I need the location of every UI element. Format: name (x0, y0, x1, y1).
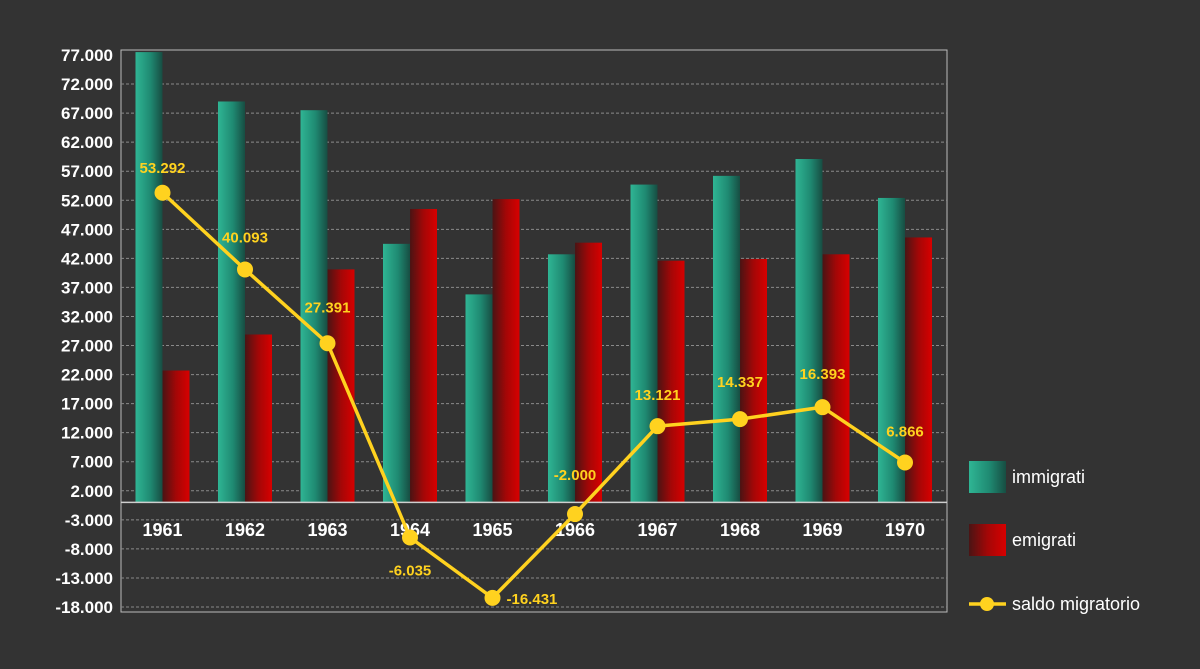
x-tick-label: 1965 (472, 520, 512, 540)
bar-immigrati (795, 159, 823, 503)
legend-label: immigrati (1012, 467, 1085, 487)
bar-emigrati (492, 199, 520, 503)
y-tick-label: 2.000 (70, 482, 113, 501)
y-tick-label: 62.000 (61, 133, 113, 152)
x-tick-label: 1962 (225, 520, 265, 540)
y-tick-label: -18.000 (55, 598, 113, 617)
y-tick-label: 32.000 (61, 307, 113, 326)
saldo-point (484, 589, 501, 606)
x-tick-label: 1969 (802, 520, 842, 540)
saldo-point (154, 184, 171, 201)
y-tick-label: 7.000 (70, 453, 113, 472)
saldo-data-label: -6.035 (389, 562, 432, 579)
x-tick-label: 1967 (637, 520, 677, 540)
y-tick-label: -8.000 (65, 540, 113, 559)
legend-swatch-saldo-marker (980, 597, 994, 611)
bar-immigrati (713, 175, 740, 503)
saldo-point (319, 335, 336, 352)
legend-swatch-emigrati (969, 524, 1006, 556)
saldo-data-label: 14.337 (717, 374, 763, 391)
saldo-data-label: -2.000 (554, 467, 597, 484)
legend-swatch-immigrati (969, 461, 1006, 493)
saldo-data-label: -16.431 (507, 591, 558, 608)
y-tick-label: 42.000 (61, 249, 113, 268)
bar-emigrati (740, 258, 767, 503)
legend-label: emigrati (1012, 530, 1076, 550)
y-tick-label: 17.000 (61, 395, 113, 414)
bar-emigrati (162, 370, 190, 503)
bar-emigrati (245, 334, 272, 503)
bar-immigrati (383, 243, 410, 503)
y-tick-label: 12.000 (61, 424, 113, 443)
y-tick-label: -13.000 (55, 569, 113, 588)
y-tick-label: 77.000 (61, 46, 113, 65)
data-label-layer: 53.292 40.093 27.391 -6.035 -16.431 -2.000 13.… (140, 160, 924, 608)
bar-immigrati (548, 254, 575, 503)
saldo-point (567, 506, 583, 523)
x-tick-label: 1970 (885, 520, 925, 540)
y-tick-label: 57.000 (61, 162, 113, 181)
bar-immigrati (465, 294, 493, 503)
saldo-data-label: 6.866 (886, 424, 924, 441)
y-axis-ticks: 77.000 72.000 67.000 62.000 57.000 52.000 47.0… (55, 46, 113, 617)
saldo-point (732, 411, 748, 428)
plot-area (120, 49, 948, 613)
saldo-data-label: 27.391 (305, 299, 351, 316)
saldo-data-label: 40.093 (222, 229, 268, 246)
y-tick-label: 52.000 (61, 191, 113, 210)
y-tick-label: 67.000 (61, 104, 113, 123)
saldo-data-label: 16.393 (800, 366, 846, 383)
x-tick-label: 1963 (307, 520, 347, 540)
bar-emigrati (575, 242, 602, 503)
x-tick-label: 1968 (720, 520, 760, 540)
y-tick-label: 27.000 (61, 337, 113, 356)
bar-layer (121, 52, 947, 504)
bar-emigrati (822, 254, 850, 503)
bar-immigrati (630, 184, 658, 503)
y-tick-label: -3.000 (65, 511, 113, 530)
x-tick-label: 1961 (142, 520, 182, 540)
y-tick-label: 47.000 (61, 220, 113, 239)
saldo-point (897, 454, 913, 471)
saldo-line (161, 191, 906, 600)
line-layer (154, 184, 913, 606)
bar-immigrati (218, 101, 245, 503)
bar-immigrati (300, 110, 328, 503)
legend: immigrati emigrati saldo migratorio (969, 461, 1140, 614)
saldo-point (814, 399, 831, 416)
x-axis-ticks: 1961196219631964196519661967196819691970 (142, 520, 925, 540)
saldo-data-label: 53.292 (140, 160, 186, 177)
bar-emigrati (327, 269, 355, 503)
saldo-data-label: 13.121 (635, 387, 681, 404)
bar-emigrati (657, 260, 685, 503)
saldo-point (649, 418, 666, 435)
legend-label: saldo migratorio (1012, 594, 1140, 614)
y-tick-label: 72.000 (61, 75, 113, 94)
saldo-point (402, 529, 418, 546)
saldo-point (237, 261, 253, 278)
y-tick-label: 37.000 (61, 278, 113, 297)
bar-emigrati (410, 208, 437, 503)
y-tick-label: 22.000 (61, 366, 113, 385)
bar-immigrati (135, 52, 163, 503)
